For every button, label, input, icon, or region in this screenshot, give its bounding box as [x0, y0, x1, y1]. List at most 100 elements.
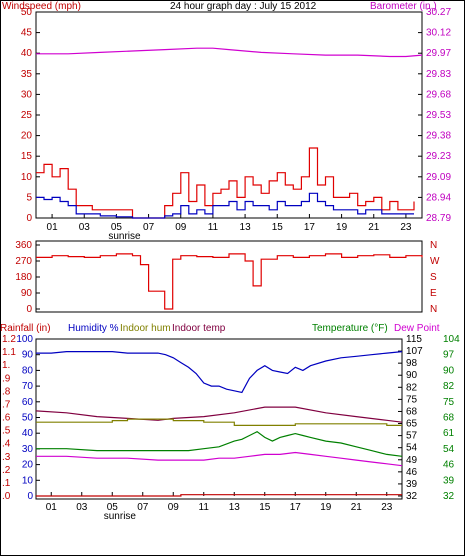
barometer-tick-label: 29.09: [426, 172, 451, 183]
rain-tick-label: .7: [2, 399, 11, 410]
panel3-hour-label: 11: [199, 502, 210, 513]
panel3-hour-label: 07: [137, 502, 149, 513]
humidity-tick-label: 40: [22, 428, 34, 439]
barometer-tick-label: 29.23: [426, 151, 451, 162]
windspeed-tick-label: 35: [21, 69, 33, 80]
panel3-hour-label: 23: [381, 502, 393, 513]
panel3-hour-label: 05: [107, 502, 119, 513]
temp-tick-label: 54: [406, 443, 418, 454]
temp-tick-label: 115: [406, 334, 422, 345]
direction-tick-label: 180: [15, 272, 32, 283]
panel1-hour-label: 07: [143, 222, 155, 233]
temp-tick-label: 82: [406, 382, 418, 393]
rain-tick-label: .0: [2, 491, 11, 502]
windspeed-tick-label: 10: [21, 172, 33, 183]
panel3-hour-label: 03: [76, 502, 88, 513]
panel3-hour-label: 15: [259, 502, 271, 513]
temp-tick-label: 68: [406, 406, 418, 417]
temp-tick-label: 75: [406, 394, 418, 405]
wind-direction-line: [36, 253, 423, 310]
temp-tick-label-secondary: 75: [443, 397, 455, 408]
panel1-hour-label: 17: [304, 222, 316, 233]
temp-tick-label-secondary: 68: [443, 413, 455, 424]
temp-tick-label-secondary: 97: [443, 350, 455, 361]
temp-tick-label-secondary: 82: [443, 381, 455, 392]
panel3-hour-label: 13: [229, 502, 241, 513]
legend-indoor-hum: Indoor hum: [120, 323, 171, 334]
temp-tick-label: 46: [406, 467, 418, 478]
panel3-hour-label: 09: [168, 502, 180, 513]
rain-tick-label: .5: [2, 426, 11, 437]
temp-tick-label-secondary: 90: [443, 365, 455, 376]
barometer-line: [36, 47, 423, 58]
barometer-tick-label: 29.83: [426, 69, 451, 80]
rain-tick-label: .6: [2, 413, 11, 424]
humidity-line: [36, 351, 403, 394]
humidity-tick-label: 70: [22, 381, 34, 392]
windspeed-axis-label: Windspeed (mph): [2, 1, 81, 12]
legend-temperature: Temperature (°F): [312, 323, 388, 334]
rain-tick-label: 1.2: [2, 334, 16, 345]
temp-tick-label-secondary: 46: [443, 460, 455, 471]
panel1-hour-label: 01: [47, 222, 59, 233]
windavg-line: [36, 192, 414, 219]
temp-tick-label-secondary: 104: [443, 334, 460, 345]
panel1-hour-label: 19: [336, 222, 348, 233]
rain-tick-label: 1.: [2, 360, 10, 371]
direction-tick-label: 90: [21, 288, 33, 299]
chart-title: 24 hour graph day : July 15 2012: [170, 1, 317, 12]
rain-tick-label: .2: [2, 465, 11, 476]
humidity-tick-label: 100: [16, 334, 33, 345]
temp-tick-label: 57: [406, 431, 418, 442]
dewpoint-line: [36, 451, 403, 467]
windgust-line: [36, 147, 415, 219]
compass-tick-label: W: [430, 256, 440, 267]
temp-tick-label: 65: [406, 419, 418, 430]
panel3-hour-label: 01: [46, 502, 58, 513]
panel3-hour-label: 17: [290, 502, 302, 513]
temp-tick-label-secondary: 39: [443, 475, 455, 486]
windspeed-tick-label: 5: [26, 192, 32, 203]
panel3-hour-label: 21: [351, 502, 363, 513]
windspeed-tick-label: 40: [21, 48, 33, 59]
temp-tick-label: 90: [406, 370, 418, 381]
rain-tick-label: .1: [2, 478, 11, 489]
rain-tick-label: .9: [2, 373, 11, 384]
compass-tick-label: S: [430, 272, 437, 283]
temperature-line: [36, 430, 403, 457]
compass-tick-label: N: [430, 240, 437, 251]
temp-tick-label: 49: [406, 455, 418, 466]
temp-tick-label: 98: [406, 358, 418, 369]
barometer-tick-label: 28.79: [426, 213, 451, 224]
humidity-tick-label: 30: [22, 444, 34, 455]
temp-tick-label-secondary: 54: [443, 444, 455, 455]
panel1-hour-label: 11: [208, 222, 219, 233]
humidity-tick-label: 50: [22, 413, 34, 424]
compass-tick-label: E: [430, 288, 437, 299]
direction-tick-label: 0: [26, 304, 32, 315]
barometer-tick-label: 28.94: [426, 192, 451, 203]
panel2-frame: [35, 240, 423, 313]
temp-tick-label: 32: [406, 491, 418, 502]
humidity-tick-label: 0: [27, 491, 33, 502]
humidity-tick-label: 20: [22, 460, 34, 471]
rain-tick-label: 1.1: [2, 347, 16, 358]
barometer-tick-label: 29.97: [426, 48, 451, 59]
legend-dewpoint: Dew Point: [394, 323, 440, 334]
barometer-tick-label: 29.68: [426, 89, 451, 100]
rainfall-axis-label: Rainfall (in): [0, 323, 51, 334]
windspeed-tick-label: 30: [21, 89, 33, 100]
indoor-temp-line: [35, 406, 403, 423]
rain-tick-label: .3: [2, 452, 11, 463]
panel1-hour-label: 21: [368, 222, 380, 233]
panel1-sunrise-label: sunrise: [108, 231, 141, 242]
panel1-hour-label: 13: [240, 222, 252, 233]
humidity-tick-label: 90: [22, 350, 34, 361]
windspeed-tick-label: 50: [21, 7, 33, 18]
panel3-sunrise-label: sunrise: [104, 511, 137, 522]
windspeed-tick-label: 15: [21, 151, 33, 162]
panel1-hour-label: 23: [400, 222, 412, 233]
panel3-frame: [35, 338, 403, 500]
